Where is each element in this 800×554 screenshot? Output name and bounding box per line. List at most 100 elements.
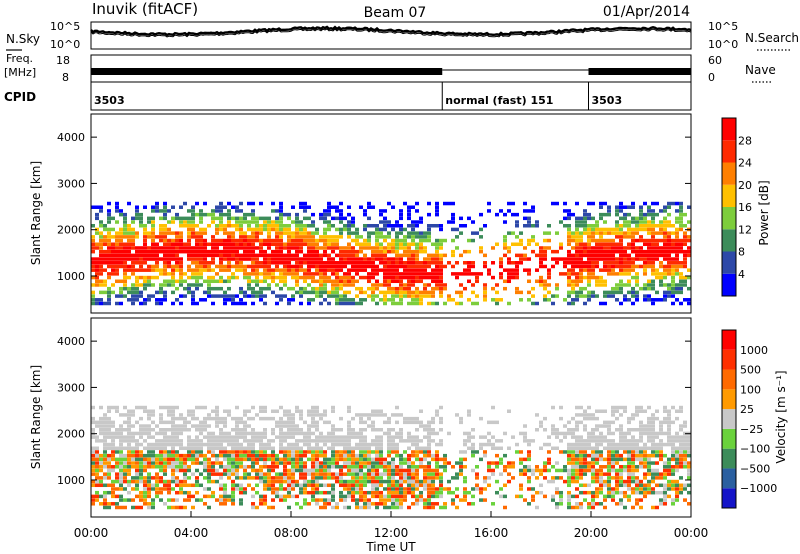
velocity-cell xyxy=(211,479,215,484)
power-cell xyxy=(343,223,347,228)
power-cell xyxy=(159,290,163,295)
velocity-cell xyxy=(367,479,371,484)
velocity-cell xyxy=(551,424,555,428)
power-cell xyxy=(319,246,323,250)
velocity-cell xyxy=(363,457,367,462)
velocity-cell xyxy=(367,424,371,428)
velocity-cell xyxy=(511,461,515,465)
velocity-cell xyxy=(183,416,187,421)
power-cell xyxy=(243,220,247,224)
velocity-cell xyxy=(147,479,151,484)
velocity-cell xyxy=(639,505,643,510)
power-cell xyxy=(395,286,399,291)
velocity-cell xyxy=(323,472,327,476)
power-cell xyxy=(399,227,403,232)
velocity-cell xyxy=(567,505,571,510)
velocity-cell xyxy=(671,453,675,458)
velocity-cell xyxy=(123,427,127,432)
power-cell xyxy=(123,223,127,228)
power-cell xyxy=(655,268,659,272)
power-cell xyxy=(599,227,603,232)
power-cell xyxy=(159,227,163,232)
power-cell xyxy=(223,257,227,261)
power-cell xyxy=(347,212,351,217)
velocity-cell xyxy=(203,405,207,410)
power-cell xyxy=(667,283,671,287)
velocity-cell xyxy=(139,431,143,436)
power-cell xyxy=(287,286,291,291)
power-cell xyxy=(615,249,619,254)
power-cell xyxy=(407,242,411,247)
colorbar-segment xyxy=(722,251,736,274)
power-cell xyxy=(455,227,459,232)
velocity-cell xyxy=(187,435,191,439)
power-cell xyxy=(651,223,655,228)
velocity-cell xyxy=(615,479,619,484)
power-cell xyxy=(519,290,523,295)
velocity-cell xyxy=(119,413,123,417)
power-cell xyxy=(531,223,535,228)
velocity-cell xyxy=(359,465,363,469)
velocity-cell xyxy=(599,450,603,454)
power-cell xyxy=(163,212,167,217)
velocity-cell xyxy=(107,483,111,488)
power-cell xyxy=(487,272,491,276)
power-cell xyxy=(259,246,263,250)
velocity-cell xyxy=(403,490,407,495)
velocity-cell xyxy=(387,465,391,469)
power-cell xyxy=(131,231,135,235)
power-cell xyxy=(579,249,583,254)
power-cell xyxy=(363,275,367,280)
velocity-cell xyxy=(359,431,363,436)
power-cell xyxy=(339,246,343,250)
power-cell xyxy=(299,290,303,295)
power-cell xyxy=(247,235,251,239)
velocity-cell xyxy=(95,435,99,439)
velocity-cell xyxy=(307,490,311,495)
power-cell xyxy=(667,294,671,298)
power-cell xyxy=(403,249,407,254)
velocity-cell xyxy=(191,442,195,447)
power-cell xyxy=(251,242,255,247)
power-cell xyxy=(219,242,223,247)
power-cell xyxy=(175,264,179,269)
velocity-cell xyxy=(519,450,523,454)
power-cell xyxy=(191,231,195,235)
velocity-cell xyxy=(291,465,295,469)
velocity-cell xyxy=(131,409,135,413)
power-cell xyxy=(167,253,171,258)
power-cell xyxy=(363,261,367,265)
power-cell xyxy=(139,264,143,269)
power-cell xyxy=(407,275,411,280)
velocity-cell xyxy=(291,472,295,476)
velocity-cell xyxy=(155,446,159,451)
power-cell xyxy=(143,223,147,228)
power-cell xyxy=(199,253,203,258)
power-cell xyxy=(323,253,327,258)
power-cell xyxy=(343,294,347,298)
power-cell xyxy=(295,223,299,228)
velocity-cell xyxy=(135,483,139,488)
freq-band-c xyxy=(588,68,691,75)
velocity-cell xyxy=(319,498,323,502)
velocity-cell xyxy=(227,468,231,473)
power-cell xyxy=(467,238,471,243)
velocity-cell xyxy=(287,483,291,488)
power-cell xyxy=(507,249,511,254)
power-cell xyxy=(375,301,379,306)
velocity-cell xyxy=(331,442,335,447)
power-cell xyxy=(659,220,663,224)
power-cell xyxy=(199,209,203,213)
velocity-cell xyxy=(219,442,223,447)
power-cell xyxy=(631,242,635,247)
colorbar-tick-label: 16 xyxy=(738,201,752,214)
velocity-cell xyxy=(195,435,199,439)
power-cell xyxy=(223,268,227,272)
velocity-cell xyxy=(247,409,251,413)
velocity-cell xyxy=(207,472,211,476)
velocity-cell xyxy=(687,468,691,473)
power-cell xyxy=(671,242,675,247)
power-cell xyxy=(271,238,275,243)
velocity-cell xyxy=(439,472,443,476)
velocity-cell xyxy=(363,472,367,476)
